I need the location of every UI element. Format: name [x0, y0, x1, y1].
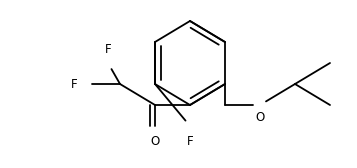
- Text: O: O: [255, 111, 265, 124]
- Text: O: O: [150, 135, 160, 148]
- Text: F: F: [187, 135, 193, 148]
- Text: F: F: [71, 77, 78, 91]
- Text: F: F: [105, 43, 111, 56]
